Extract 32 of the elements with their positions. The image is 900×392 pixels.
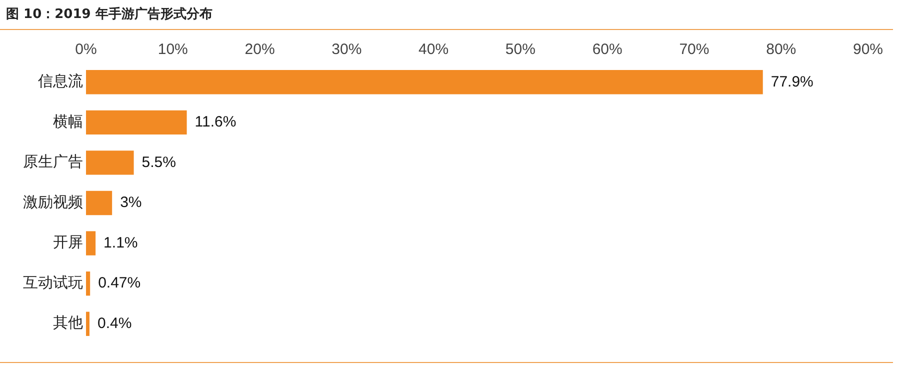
data-label: 11.6% bbox=[194, 114, 236, 131]
x-tick-label: 70% bbox=[679, 41, 710, 58]
data-label: 1.1% bbox=[104, 234, 138, 252]
y-tick-label: 信息流 bbox=[38, 72, 83, 90]
data-label: 77.9% bbox=[770, 73, 814, 90]
y-tick-label: 其他 bbox=[53, 314, 83, 332]
bar bbox=[86, 70, 763, 94]
x-tick-label: 20% bbox=[244, 41, 275, 58]
y-tick-label: 开屏 bbox=[53, 233, 83, 252]
y-tick-label: 激励视频 bbox=[23, 192, 83, 211]
bar bbox=[86, 231, 96, 256]
data-label: 0.47% bbox=[98, 274, 141, 292]
bar bbox=[86, 312, 90, 336]
x-tick-label: 50% bbox=[505, 41, 536, 58]
bar bbox=[86, 150, 134, 175]
data-label: 3% bbox=[120, 194, 142, 212]
bar bbox=[86, 271, 90, 296]
data-label: 5.5% bbox=[142, 154, 176, 171]
chart-title: 图 10：2019 年手游广告形式分布 bbox=[6, 6, 212, 23]
bar bbox=[86, 110, 187, 135]
x-tick-label: 10% bbox=[158, 41, 188, 58]
x-tick-label: 60% bbox=[592, 41, 622, 58]
y-tick-label: 横幅 bbox=[53, 112, 83, 130]
y-tick-label: 原生广告 bbox=[23, 152, 83, 171]
x-tick-label: 0% bbox=[75, 41, 97, 58]
bar bbox=[86, 190, 112, 216]
x-tick-label: 40% bbox=[418, 41, 449, 58]
x-tick-label: 80% bbox=[766, 41, 796, 58]
y-tick-label: 互动试玩 bbox=[23, 273, 83, 292]
x-tick-label: 90% bbox=[852, 41, 884, 58]
data-label: 0.4% bbox=[97, 315, 132, 332]
x-tick-label: 30% bbox=[332, 41, 362, 58]
